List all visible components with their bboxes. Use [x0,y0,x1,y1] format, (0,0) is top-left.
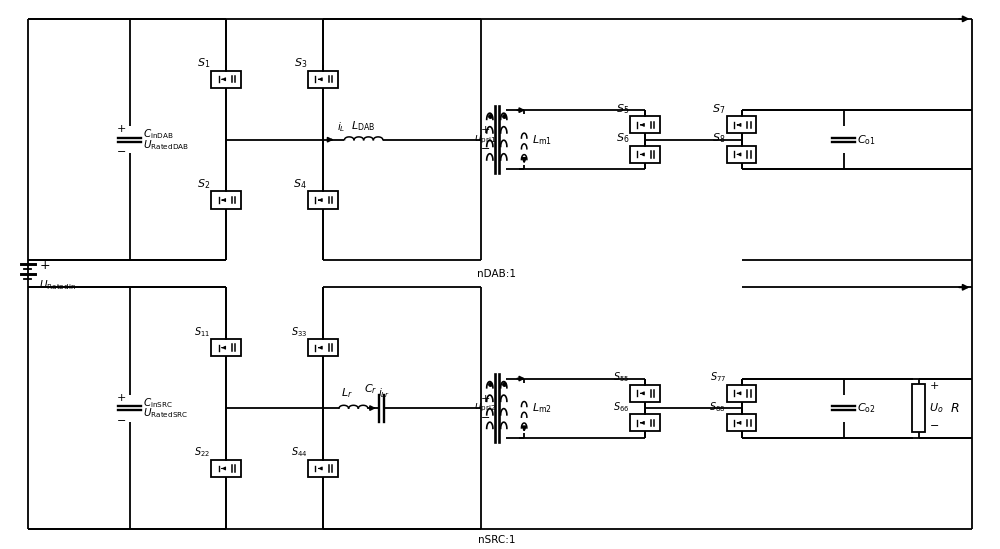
Bar [727,116,756,133]
Bar [211,192,241,209]
Bar [308,339,338,356]
Text: $C_{\mathrm{inSRC}}$: $C_{\mathrm{inSRC}}$ [143,396,173,410]
Text: $+$: $+$ [116,124,127,135]
Text: $U_{\mathrm{Ratedin}}$: $U_{\mathrm{Ratedin}}$ [39,278,76,292]
Text: $L_{\mathrm{m2}}$: $L_{\mathrm{m2}}$ [532,401,552,415]
Bar [727,146,756,163]
Text: $-$: $-$ [116,145,127,155]
Text: $i_L$: $i_L$ [337,120,346,134]
Text: $S_{88}$: $S_{88}$ [709,400,726,414]
Text: $S_{2}$: $S_{2}$ [197,177,210,191]
Text: $u_{\mathrm{pri2}}$: $u_{\mathrm{pri2}}$ [474,402,496,414]
Bar [630,385,660,402]
Text: $S_{44}$: $S_{44}$ [291,446,307,460]
Text: $S_{55}$: $S_{55}$ [613,371,629,384]
Bar [727,385,756,402]
Text: $S_{4}$: $S_{4}$ [293,177,307,191]
Text: nDAB:1: nDAB:1 [477,268,516,278]
Text: $S_{3}$: $S_{3}$ [294,57,307,70]
Text: $S_{66}$: $S_{66}$ [613,400,629,414]
Text: $C_{\mathrm{inDAB}}$: $C_{\mathrm{inDAB}}$ [143,127,174,141]
Bar [308,71,338,88]
Bar [211,339,241,356]
Bar [211,460,241,477]
Text: $+$: $+$ [480,393,490,404]
Text: $S_{11}$: $S_{11}$ [194,325,210,339]
Text: $+$: $+$ [116,392,127,403]
Bar [630,116,660,133]
Text: $i_{Lr}$: $i_{Lr}$ [378,386,390,400]
Text: $L_r$: $L_r$ [341,386,353,400]
Text: $-$: $-$ [480,142,490,153]
Text: $+$: $+$ [480,124,490,135]
Text: $S_{7}$: $S_{7}$ [712,102,726,116]
Text: $+$: $+$ [39,259,51,272]
Text: $L_{\mathrm{m1}}$: $L_{\mathrm{m1}}$ [532,133,552,147]
Bar [912,384,925,432]
Text: $-$: $-$ [116,414,127,424]
Text: $S_{22}$: $S_{22}$ [194,446,210,460]
Text: $C_{\mathrm{o1}}$: $C_{\mathrm{o1}}$ [857,133,876,147]
Text: $-$: $-$ [480,411,490,421]
Text: $U_o$: $U_o$ [929,401,944,415]
Text: $S_{6}$: $S_{6}$ [616,132,629,145]
Text: $S_{77}$: $S_{77}$ [710,371,726,384]
Text: $R$: $R$ [950,401,959,414]
Text: $S_{8}$: $S_{8}$ [712,132,726,145]
Bar [630,146,660,163]
Bar [630,414,660,432]
Text: $C_r$: $C_r$ [364,382,377,396]
Text: $U_{\mathrm{RatedDAB}}$: $U_{\mathrm{RatedDAB}}$ [143,138,189,152]
Bar [308,192,338,209]
Text: $-$: $-$ [929,419,940,429]
Text: $U_{\mathrm{RatedSRC}}$: $U_{\mathrm{RatedSRC}}$ [143,407,188,421]
Bar [308,460,338,477]
Text: $u_{\mathrm{pri1}}$: $u_{\mathrm{pri1}}$ [474,133,496,146]
Text: nSRC:1: nSRC:1 [478,535,516,545]
Text: $L_{\mathrm{DAB}}$: $L_{\mathrm{DAB}}$ [351,119,375,133]
Text: $S_{1}$: $S_{1}$ [197,57,210,70]
Text: $S_{5}$: $S_{5}$ [616,102,629,116]
Bar [211,71,241,88]
Text: $S_{33}$: $S_{33}$ [291,325,307,339]
Text: $+$: $+$ [929,380,940,391]
Bar [727,414,756,432]
Text: $C_{\mathrm{o2}}$: $C_{\mathrm{o2}}$ [857,401,876,415]
